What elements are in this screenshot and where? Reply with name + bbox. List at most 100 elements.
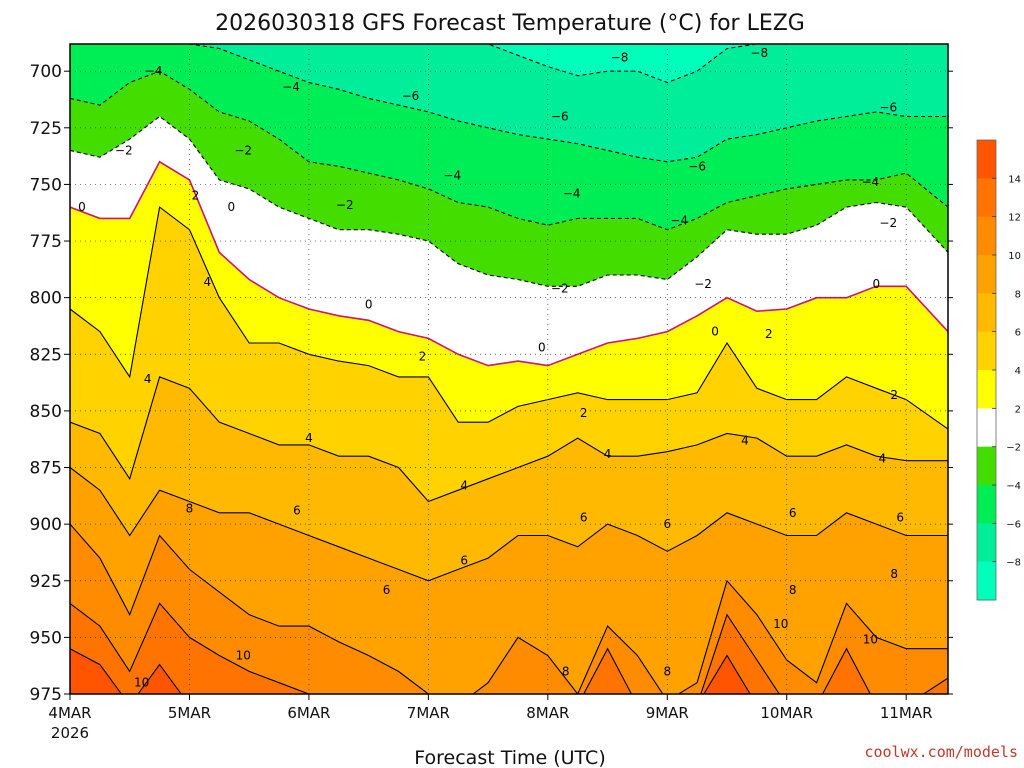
x-tick-label: 4MAR [48, 704, 91, 722]
colorbar-label: −6 [1006, 519, 1021, 530]
contour-label: 6 [383, 583, 391, 597]
contour-label: 4 [144, 372, 152, 386]
contour-label: 6 [293, 504, 301, 518]
contour-label: 10 [773, 617, 788, 631]
contour-label: −8 [750, 46, 768, 60]
contour-label: 2 [765, 327, 773, 341]
band-below-12 [70, 648, 847, 694]
colorbar-swatch [977, 446, 996, 486]
y-tick-label: 850 [30, 402, 62, 422]
credit-text: coolwx.com/models [864, 743, 1018, 761]
y-tick-label: 750 [30, 175, 62, 195]
x-tick-sublabel: 2026 [51, 724, 89, 742]
y-tick-label: 825 [30, 345, 62, 365]
colorbar-label: 2 [1015, 404, 1021, 415]
y-tick-label: 925 [30, 572, 62, 592]
contour-label: −2 [551, 282, 569, 296]
contour-label: 4 [741, 433, 749, 447]
contour-label: 4 [460, 479, 468, 493]
contour-label: −8 [611, 51, 629, 65]
contour-label: −2 [336, 198, 354, 212]
y-tick-label: 900 [30, 515, 62, 535]
contour-label: 10 [236, 648, 251, 662]
colorbar-label: 8 [1015, 289, 1021, 300]
contour-label: 10 [134, 676, 149, 690]
contour-label: 4 [305, 431, 313, 445]
contour-label: 4 [604, 447, 612, 461]
contour-label: 0 [711, 325, 719, 339]
contour-fills: −4 −4 −6 −8 −8 −6 −6 −6 −2 −2 −2 −4 −4 −4 −4 −2 −2 −2 0 0 0 0… [70, 44, 948, 694]
contour-label: −4 [443, 168, 461, 182]
y-tick-label: 875 [30, 459, 62, 479]
contour-label: −4 [563, 186, 581, 200]
colorbar-swatch [977, 331, 996, 371]
contour-label: 4 [204, 275, 212, 289]
contour-label: −6 [551, 109, 569, 123]
colorbar-swatch [977, 216, 996, 256]
x-axis: 4MAR 2026 5MAR 6MAR 7MAR 8MAR 9MAR 10MAR 11MAR [48, 694, 933, 742]
contour-label: −4 [282, 80, 300, 94]
contour-label: 8 [789, 583, 797, 597]
contour-label: −4 [862, 175, 880, 189]
contour-label: 6 [663, 517, 671, 531]
y-tick-label: 725 [30, 119, 62, 139]
contour-label: −2 [234, 143, 252, 157]
colorbar-label: 12 [1008, 213, 1021, 224]
contour-label: 0 [873, 277, 881, 291]
colorbar-label: −4 [1006, 481, 1021, 492]
colorbar-label: 14 [1008, 174, 1021, 185]
y-tick-label: 800 [30, 289, 62, 309]
colorbar-label: −2 [1006, 443, 1021, 454]
x-tick-label: 5MAR [168, 704, 211, 722]
colorbar-swatch [977, 561, 996, 601]
contour-label: 2 [419, 350, 427, 364]
isotherm-2 [70, 206, 948, 430]
contour-label: −6 [879, 100, 897, 114]
chart-title: 2026030318 GFS Forecast Temperature (°C)… [215, 11, 805, 36]
isotherm-−6 [70, 44, 948, 163]
colorbar-label: −8 [1006, 558, 1021, 569]
contour-label: 2 [890, 388, 898, 402]
x-tick-label: 7MAR [407, 704, 450, 722]
contour-label: 8 [562, 664, 570, 678]
y-tick-label: 950 [30, 628, 62, 648]
contour-label: −6 [402, 89, 420, 103]
contour-label: 8 [890, 567, 898, 581]
y-tick-label: 775 [30, 232, 62, 252]
contour-label: −4 [145, 64, 163, 78]
y-tick-label: 700 [30, 62, 62, 82]
isotherm-10 [70, 602, 948, 694]
contour-label: 6 [460, 553, 468, 567]
contour-label: 6 [789, 506, 797, 520]
colorbar: 14 12 10 8 6 4 2 −2 −4 −6 −8 [976, 139, 1021, 601]
colorbar-swatch [977, 255, 996, 294]
x-tick-label: 6MAR [287, 704, 330, 722]
colorbar-swatch [977, 370, 996, 409]
colorbar-swatch [977, 408, 996, 448]
x-tick-label: 11MAR [880, 704, 933, 722]
contour-label: 0 [78, 200, 86, 214]
contour-label: 0 [227, 200, 235, 214]
colorbar-label: 10 [1008, 251, 1021, 262]
isotherm-−8 [70, 44, 948, 84]
contour-label: 6 [580, 510, 588, 524]
contour-label: 0 [538, 340, 546, 354]
plot-area: −4 −4 −6 −8 −8 −6 −6 −6 −2 −2 −2 −4 −4 −4 −4 −2 −2 −2 0 0 0 0… [69, 43, 949, 695]
contour-label: 10 [863, 633, 878, 647]
contour-label: 0 [365, 297, 373, 311]
contour-label: −2 [115, 143, 133, 157]
plot-frame [69, 43, 949, 695]
colorbar-swatch [977, 523, 996, 563]
isotherm-8 [70, 523, 948, 694]
x-tick-label: 8MAR [526, 704, 569, 722]
contour-label: 2 [192, 189, 200, 203]
isotherm-0 [70, 160, 948, 367]
isotherm-6 [70, 467, 948, 582]
x-tick-label: 10MAR [760, 704, 813, 722]
colorbar-swatch [977, 140, 996, 179]
contour-label: −2 [694, 277, 712, 291]
contour-label: 8 [186, 501, 194, 515]
y-tick-label: 975 [30, 685, 62, 705]
contour-label: −4 [670, 214, 688, 228]
